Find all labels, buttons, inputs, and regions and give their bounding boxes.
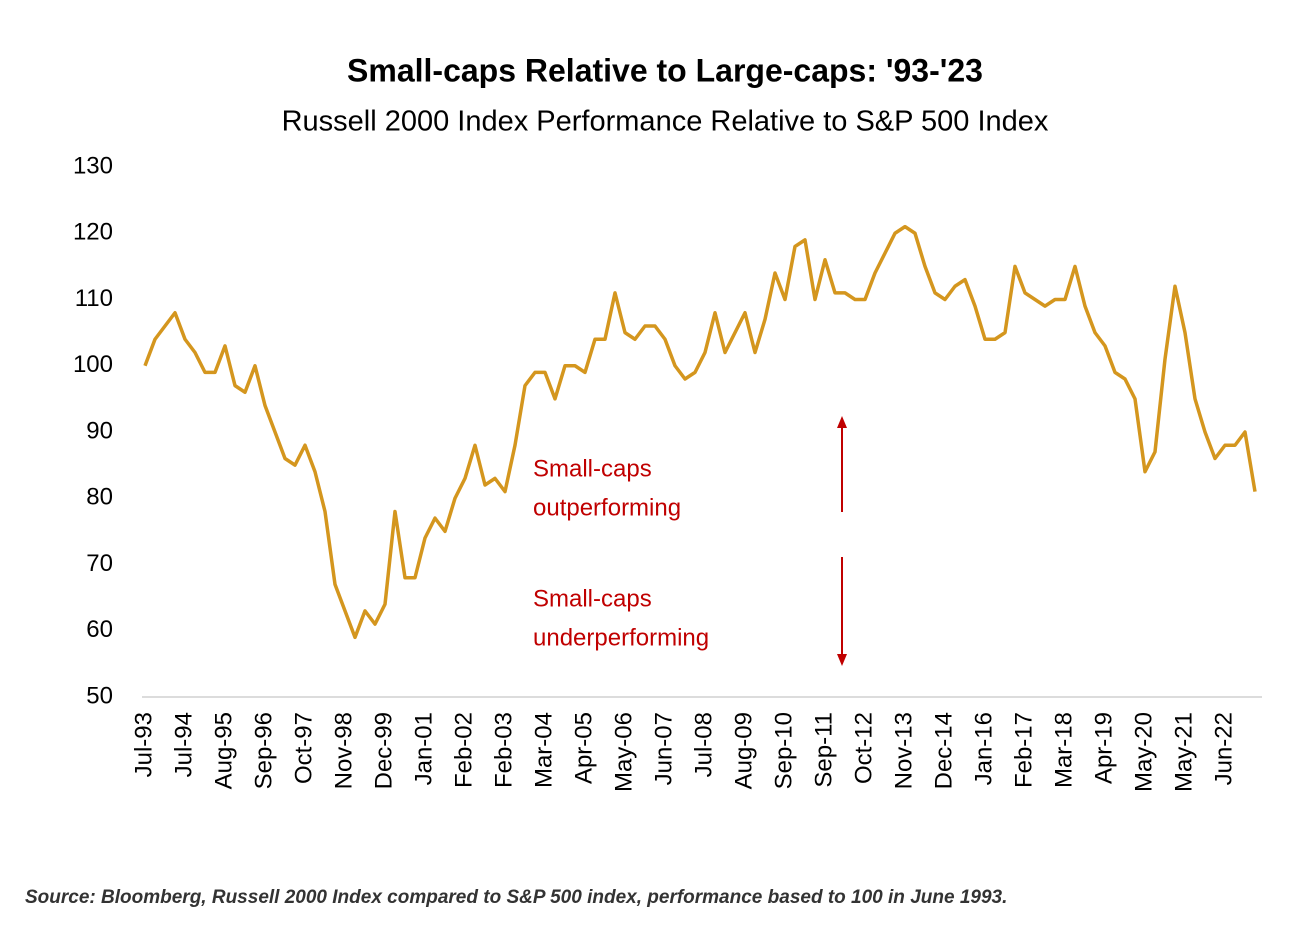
data-line (143, 224, 1257, 640)
x-tick-label: Jul-08 (690, 712, 717, 777)
x-tick-label: Sep-11 (810, 712, 837, 788)
arrow-head (837, 416, 847, 428)
x-tick-label: Dec-99 (370, 712, 397, 789)
y-tick-label: 120 (73, 219, 113, 246)
y-tick-label: 110 (75, 285, 113, 312)
x-tick-label: Aug-09 (730, 712, 757, 789)
x-tick-label: Jun-07 (650, 712, 677, 785)
x-tick-label: Oct-97 (290, 712, 317, 784)
y-tick-label: 90 (86, 417, 113, 444)
x-tick-label: May-06 (610, 712, 637, 792)
annotation: underperforming (533, 624, 709, 651)
y-tick-label: 130 (73, 152, 113, 179)
x-tick-label: Aug-95 (210, 712, 237, 789)
x-tick-label: Nov-13 (890, 712, 917, 789)
x-tick-label: Dec-14 (930, 712, 957, 789)
x-tick-label: Feb-02 (450, 712, 477, 788)
x-tick-label: Mar-04 (530, 712, 557, 788)
y-tick-label: 100 (73, 351, 113, 378)
x-tick-label: Sep-96 (250, 712, 277, 789)
x-tick-label: Jun-22 (1210, 712, 1237, 785)
x-tick-label: Jan-01 (410, 712, 437, 785)
y-tick-label: 80 (86, 484, 113, 511)
arrow-head (837, 654, 847, 666)
annotation: Small-caps (533, 455, 652, 482)
y-tick-label: 70 (86, 550, 113, 577)
annotation: outperforming (533, 494, 681, 521)
source-note: Source: Bloomberg, Russell 2000 Index co… (25, 887, 1007, 908)
x-tick-label: Apr-19 (1090, 712, 1117, 784)
x-tick-label: May-20 (1130, 712, 1157, 792)
y-tick-label: 60 (86, 616, 113, 643)
x-tick-label: Feb-17 (1010, 712, 1037, 788)
x-tick-label: Jul-93 (130, 712, 157, 777)
x-tick-label: Feb-03 (490, 712, 517, 788)
y-tick-label: 50 (86, 682, 113, 709)
x-tick-label: Nov-98 (330, 712, 357, 789)
annotation: Small-caps (533, 585, 652, 612)
chart-subtitle: Russell 2000 Index Performance Relative … (282, 106, 1049, 138)
x-tick-label: Mar-18 (1050, 712, 1077, 788)
x-tick-label: Oct-12 (850, 712, 877, 784)
x-tick-label: Apr-05 (570, 712, 597, 784)
x-tick-label: Sep-10 (770, 712, 797, 789)
x-tick-label: Jul-94 (170, 712, 197, 777)
x-tick-label: May-21 (1170, 712, 1197, 792)
x-tick-label: Jan-16 (970, 712, 997, 785)
chart-title: Small-caps Relative to Large-caps: '93-'… (347, 52, 983, 88)
